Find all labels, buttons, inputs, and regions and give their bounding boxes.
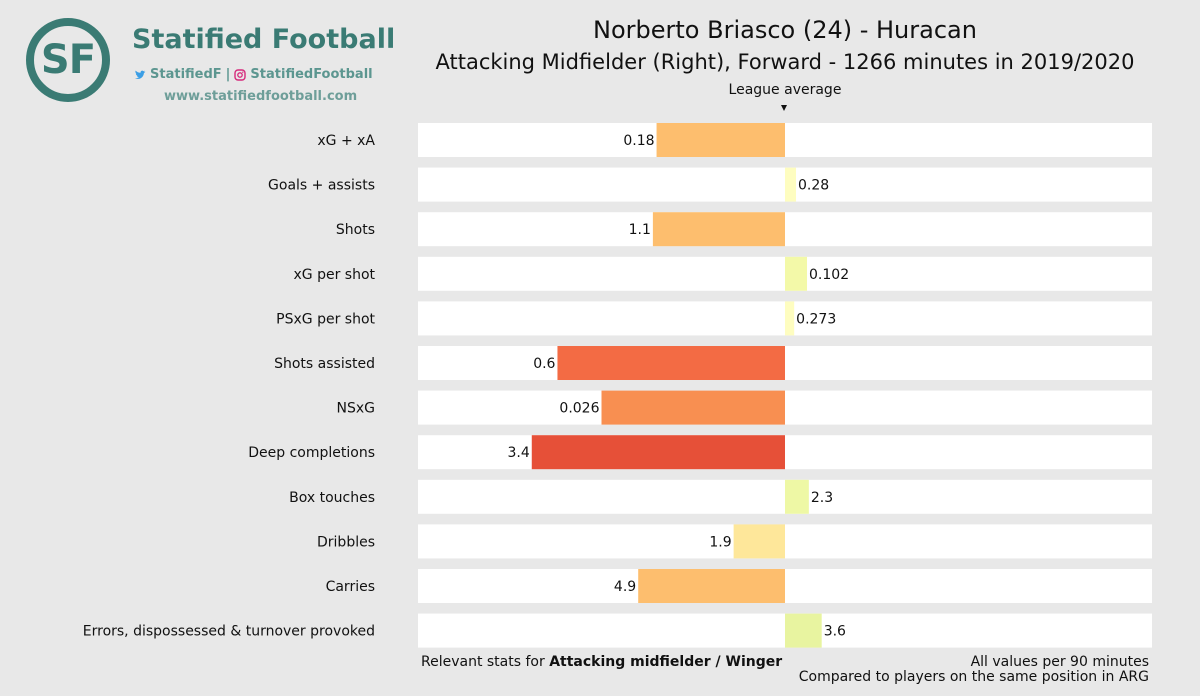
bar — [601, 390, 785, 425]
category-label: Shots assisted — [274, 356, 375, 372]
chart-subtitle: Attacking Midfielder (Right), Forward - … — [435, 50, 1135, 74]
bar — [785, 301, 795, 336]
comparison-note: Compared to players on the same position… — [798, 669, 1149, 685]
value-label: 3.4 — [508, 445, 530, 461]
relevant-prefix: Relevant stats for — [421, 654, 545, 670]
brand-logo: SF Statified Football StatifiedF | Stati… — [26, 18, 395, 118]
brand-name: Statified Football — [132, 24, 396, 55]
bar — [652, 212, 785, 247]
category-label: Carries — [326, 579, 375, 595]
category-label: xG + xA — [317, 133, 375, 149]
value-label: 0.28 — [798, 178, 829, 194]
league-average-label: League average — [728, 82, 842, 98]
bar — [531, 435, 785, 470]
value-label: 1.1 — [629, 222, 651, 238]
chart-title: Norberto Briasco (24) - Huracan — [593, 16, 977, 44]
relevant-stats-note: Relevant stats for Attacking midfielder … — [421, 654, 782, 670]
brand-website: www.statifiedfootball.com — [164, 89, 358, 104]
category-label: xG per shot — [293, 267, 375, 283]
category-label: Shots — [336, 222, 375, 238]
category-label: Deep completions — [248, 445, 375, 461]
category-label: PSxG per shot — [276, 311, 375, 327]
value-label: 0.026 — [559, 401, 599, 417]
bar — [785, 479, 809, 514]
value-label: 0.102 — [809, 267, 849, 283]
value-label: 0.18 — [623, 133, 654, 149]
value-label: 3.6 — [824, 624, 846, 640]
category-label: NSxG — [337, 401, 376, 417]
value-label: 1.9 — [709, 534, 731, 550]
category-label: Box touches — [289, 490, 375, 506]
bar — [557, 346, 785, 380]
category-label: Dribbles — [317, 534, 375, 550]
value-label: 0.273 — [796, 311, 836, 327]
bar — [785, 613, 822, 648]
value-label: 0.6 — [533, 356, 555, 372]
league-average-marker — [781, 105, 787, 111]
value-label: 4.9 — [614, 579, 636, 595]
per90-note: All values per 90 minutes — [970, 654, 1149, 670]
social-separator: | — [225, 67, 231, 82]
instagram-icon — [234, 68, 247, 81]
bar — [785, 256, 808, 291]
sf-monogram: SF — [26, 18, 110, 102]
twitter-handle: StatifiedF — [150, 67, 222, 82]
relevant-position: Attacking midfielder / Winger — [549, 654, 783, 670]
instagram-handle: StatifiedFootball — [250, 67, 373, 82]
brand-social: StatifiedF | StatifiedFootball — [134, 67, 373, 82]
twitter-icon — [135, 70, 146, 79]
category-label: Goals + assists — [268, 178, 375, 194]
value-label: 2.3 — [811, 490, 833, 506]
bar — [785, 167, 797, 202]
bar — [638, 569, 785, 603]
bar — [733, 524, 785, 559]
category-label: Errors, dispossessed & turnover provoked — [83, 624, 375, 640]
bar — [656, 123, 785, 157]
